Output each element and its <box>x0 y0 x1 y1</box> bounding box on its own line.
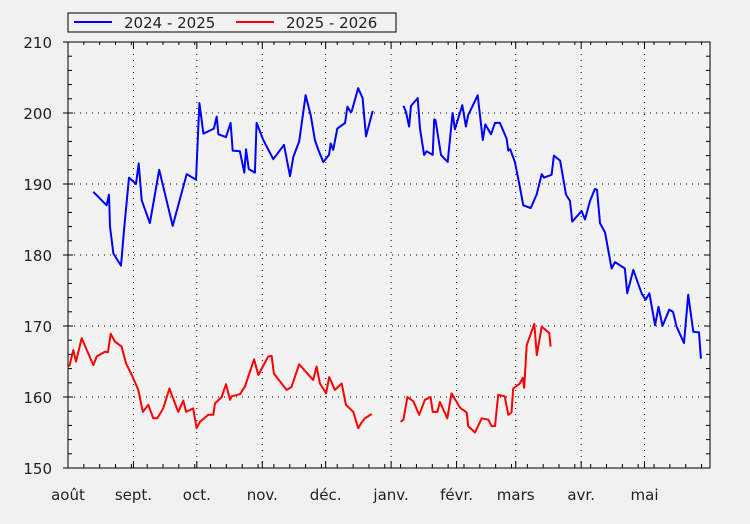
x-tick-label: oct. <box>183 486 211 504</box>
series-line-2025-2026 <box>399 322 552 434</box>
x-tick-label: déc. <box>310 486 342 504</box>
series-line-2024-2025 <box>92 87 374 267</box>
y-tick-label: 160 <box>23 389 52 407</box>
legend[interactable]: 2024 - 2025 2025 - 2026 <box>67 12 397 33</box>
y-axis: 150 160 170 180 190 200 210 <box>23 34 52 478</box>
x-tick-label: févr. <box>440 486 473 504</box>
grid <box>68 42 710 468</box>
series-line-2025-2026 <box>68 332 373 430</box>
y-tick-label: 150 <box>23 460 52 478</box>
legend-box <box>67 12 397 33</box>
series-line-2024-2025 <box>402 94 702 359</box>
x-tick-label: nov. <box>247 486 278 504</box>
x-tick-label: mai <box>631 486 659 504</box>
y-tick-label: 170 <box>23 318 52 336</box>
y-tick-label: 180 <box>23 247 52 265</box>
legend-label-2024-2025: 2024 - 2025 <box>124 14 215 32</box>
plot-area <box>67 41 711 469</box>
y-tick-label: 210 <box>23 34 52 52</box>
x-tick-label: mars <box>497 486 535 504</box>
x-tick-label: sept. <box>115 486 152 504</box>
legend-label-2025-2026: 2025 - 2026 <box>286 14 377 32</box>
series-lines <box>68 87 702 434</box>
axis-ticks <box>63 41 710 469</box>
x-tick-label: avr. <box>567 486 595 504</box>
y-tick-label: 200 <box>23 105 52 123</box>
y-tick-label: 190 <box>23 176 52 194</box>
x-tick-label: août <box>51 486 85 504</box>
x-tick-label: janv. <box>372 486 408 504</box>
x-axis: août sept. oct. nov. déc. janv. févr. mars avr. m… <box>51 486 658 504</box>
